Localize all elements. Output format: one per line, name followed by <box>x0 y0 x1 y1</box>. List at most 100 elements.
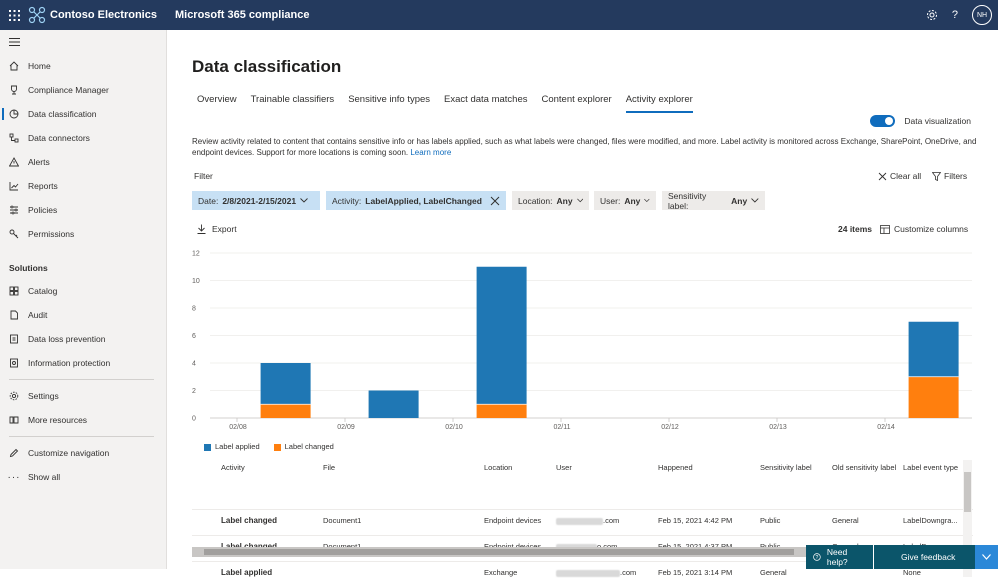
tab-sensitive-info-types[interactable]: Sensitive info types <box>348 94 431 105</box>
brand-logo[interactable]: Contoso Electronics <box>28 6 157 24</box>
learn-more-link[interactable]: Learn more <box>410 148 452 157</box>
bar-label-changed <box>476 404 527 418</box>
nav-reports[interactable]: Reports <box>0 176 167 196</box>
filters-button[interactable]: Filters <box>932 171 967 181</box>
nav-data-classification[interactable]: Data classification <box>0 104 167 124</box>
nav-audit[interactable]: Audit <box>0 305 167 325</box>
tab-exact-data-matches[interactable]: Exact data matches <box>444 94 528 105</box>
y-tick-label: 0 <box>192 416 196 423</box>
nav-show-all[interactable]: ··· Show all <box>0 467 167 487</box>
data-visualization-toggle[interactable] <box>870 115 896 127</box>
export-button[interactable]: Export <box>197 224 237 234</box>
home-icon <box>0 61 28 71</box>
columns-icon <box>880 224 890 234</box>
nav-customize-navigation[interactable]: Customize navigation <box>0 443 167 463</box>
nav-home[interactable]: Home <box>0 56 167 76</box>
app-launcher-icon[interactable] <box>0 0 28 30</box>
filter-chip-activity[interactable]: Activity: LabelApplied, LabelChanged <box>326 191 506 210</box>
nav-information-protection[interactable]: Information protection <box>0 353 167 373</box>
clear-all-label: Clear all <box>890 171 922 181</box>
x-tick-label: 02/12 <box>661 424 679 431</box>
nav-more-resources[interactable]: More resources <box>0 410 167 430</box>
nav-alerts[interactable]: Alerts <box>0 152 167 172</box>
filter-chip-date[interactable]: Date: 2/8/2021-2/15/2021 <box>192 191 320 210</box>
filter-chip-sensitivity-label[interactable]: Sensitivity label: Any <box>662 191 765 211</box>
y-tick-label: 12 <box>192 251 200 258</box>
tab-overview[interactable]: Overview <box>197 94 237 105</box>
nav-label: Home <box>28 61 51 71</box>
cell-happened: Feb 15, 2021 4:37 PM <box>658 542 732 551</box>
nav-catalog[interactable]: Catalog <box>0 281 167 301</box>
nav-label: Compliance Manager <box>28 85 109 95</box>
customize-columns-button[interactable]: Customize columns <box>880 224 968 234</box>
column-header-sensitivity-label[interactable]: Sensitivity label <box>760 463 812 472</box>
column-header-location[interactable]: Location <box>484 463 513 472</box>
nav-data-loss-prevention[interactable]: Data loss prevention <box>0 329 167 349</box>
tab-activity-explorer[interactable]: Activity explorer <box>625 94 693 113</box>
chevron-down-icon <box>644 198 650 203</box>
cell-sensitivity-label: Public <box>760 516 781 525</box>
solutions-heading: Solutions <box>9 263 48 273</box>
table-row[interactable]: Label changed Document1 Endpoint devices… <box>192 509 973 534</box>
collapse-chevron-icon[interactable] <box>975 545 998 569</box>
help-circle-icon: ? <box>813 553 821 561</box>
settings-gear-icon[interactable] <box>926 9 938 21</box>
column-header-label-event-type[interactable]: Label event type <box>903 463 959 472</box>
nav-data-connectors[interactable]: Data connectors <box>0 128 167 148</box>
chip-key: User: <box>600 195 621 206</box>
cell-sensitivity-label: General <box>760 568 787 577</box>
app-name[interactable]: Microsoft 365 compliance <box>174 9 310 21</box>
redacted-user <box>556 517 603 525</box>
close-icon <box>878 172 887 180</box>
hamburger-menu-icon[interactable] <box>9 38 20 48</box>
column-header-activity[interactable]: Activity <box>221 463 245 472</box>
column-header-user[interactable]: User <box>556 463 572 472</box>
scrollbar-thumb[interactable] <box>964 472 971 512</box>
column-header-old-sensitivity-label[interactable]: Old sensitivity label <box>832 463 897 472</box>
nav-compliance-manager[interactable]: Compliance Manager <box>0 80 167 100</box>
nav-label: Permissions <box>28 229 75 239</box>
bar-label-applied <box>908 321 959 377</box>
catalog-icon <box>0 286 28 296</box>
nav-permissions[interactable]: Permissions <box>0 224 167 244</box>
tab-content-explorer[interactable]: Content explorer <box>541 94 612 105</box>
chip-key: Date: <box>198 195 219 206</box>
column-header-happened[interactable]: Happened <box>658 463 693 472</box>
close-icon[interactable] <box>490 196 500 206</box>
column-header-file[interactable]: File <box>323 463 336 472</box>
gear-icon <box>0 391 28 401</box>
table-vertical-scrollbar[interactable] <box>963 460 972 577</box>
need-help-label: Need help? <box>826 547 848 567</box>
contoso-logo-icon <box>28 6 46 24</box>
cell-file: Document1 <box>323 542 361 551</box>
brand-name: Contoso Electronics <box>50 9 157 21</box>
cell-file: Document1 <box>323 516 362 525</box>
clear-all-button[interactable]: Clear all <box>878 171 921 181</box>
nav-settings[interactable]: Settings <box>0 386 167 406</box>
customize-columns-label: Customize columns <box>894 224 969 234</box>
nav-divider <box>9 436 154 437</box>
tab-bar: Overview Trainable classifiers Sensitive… <box>197 94 693 113</box>
y-tick-label: 8 <box>192 306 196 313</box>
resources-icon <box>0 415 28 425</box>
nav-policies[interactable]: Policies <box>0 200 167 220</box>
x-tick-label: 02/10 <box>445 424 463 431</box>
download-icon <box>197 224 206 234</box>
scrollbar-thumb[interactable] <box>204 549 794 555</box>
y-tick-label: 4 <box>192 361 196 368</box>
help-icon[interactable]: ? <box>951 9 958 21</box>
table-horizontal-scrollbar[interactable] <box>192 547 807 557</box>
left-nav: Home Compliance Manager Data classificat… <box>0 30 167 569</box>
tab-trainable-classifiers[interactable]: Trainable classifiers <box>250 94 335 105</box>
table-header: Activity File Location User Happened Sen… <box>192 460 973 474</box>
cell-sensitivity-label: Public <box>760 542 780 551</box>
filter-chip-user[interactable]: User: Any <box>594 191 656 210</box>
x-tick-label: 02/13 <box>769 424 787 431</box>
cell-activity: Label applied <box>221 568 273 577</box>
nav-label: Reports <box>28 181 58 191</box>
avatar[interactable]: NH <box>972 5 992 25</box>
filter-chip-location[interactable]: Location: Any <box>512 191 589 210</box>
give-feedback-button[interactable]: Give feedback <box>901 552 956 562</box>
need-help-button[interactable]: ? Need help? <box>806 547 861 567</box>
user-suffix: .com <box>603 516 620 525</box>
